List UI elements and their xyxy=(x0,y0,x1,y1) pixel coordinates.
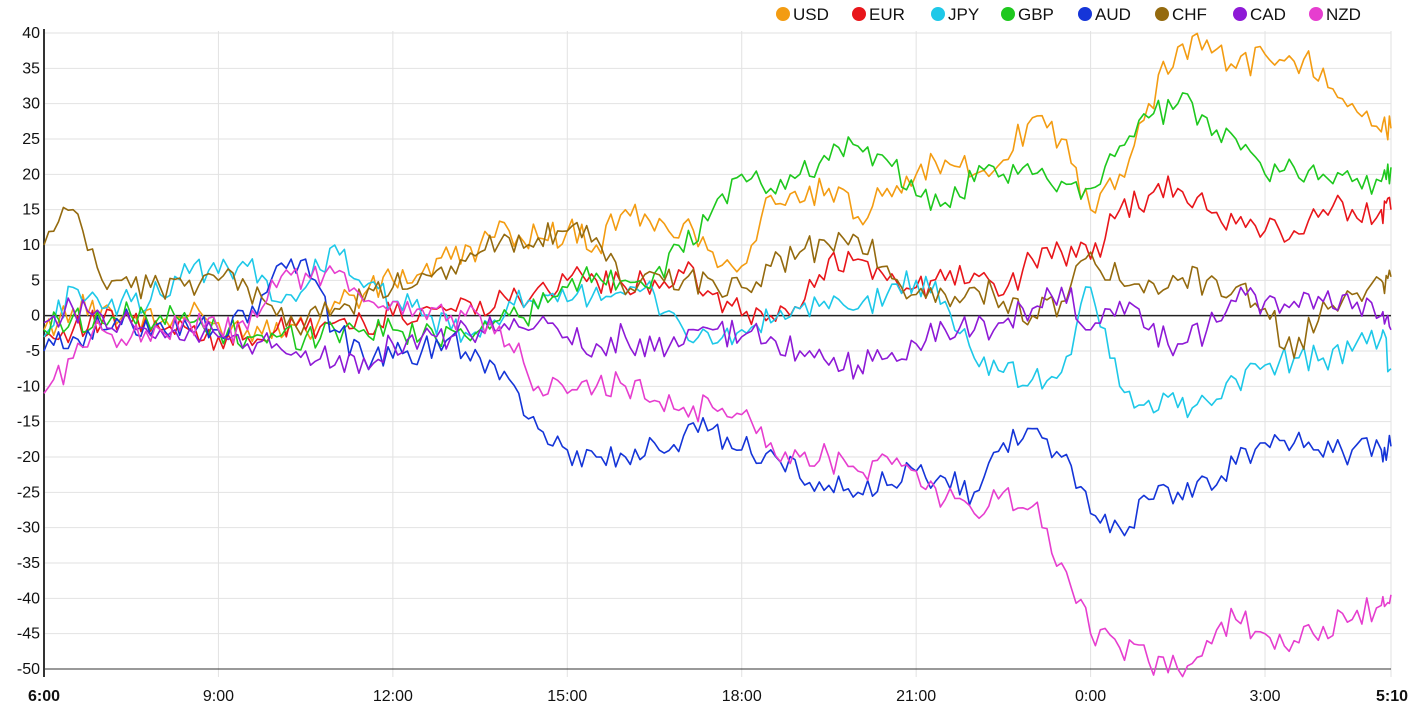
series-line-chf xyxy=(43,206,1392,359)
series-line-cad xyxy=(43,286,1392,380)
y-tick-label: 5 xyxy=(31,272,40,289)
series-line-jpy xyxy=(43,244,1392,419)
series-line-eur xyxy=(43,175,1392,351)
y-tick-label: -40 xyxy=(17,590,40,607)
y-tick-label: 20 xyxy=(22,166,40,183)
y-tick-label: 35 xyxy=(22,60,40,77)
legend-item-nzd: NZD xyxy=(1309,5,1361,24)
y-tick-label: -5 xyxy=(26,343,40,360)
legend-label: USD xyxy=(793,5,829,24)
y-tick-label: 0 xyxy=(31,308,40,325)
legend-label: GBP xyxy=(1018,5,1054,24)
legend-marker xyxy=(852,7,866,21)
x-tick-label: 21:00 xyxy=(896,688,936,705)
x-tick-label: 12:00 xyxy=(373,688,413,705)
y-tick-label: -45 xyxy=(17,626,40,643)
legend-marker xyxy=(1078,7,1092,21)
y-tick-label: -20 xyxy=(17,449,40,466)
series-line-aud xyxy=(43,258,1392,537)
axes xyxy=(43,29,1391,677)
legend-marker xyxy=(776,7,790,21)
x-tick-label: 3:00 xyxy=(1249,688,1280,705)
series-lines xyxy=(43,32,1392,678)
legend-marker xyxy=(1001,7,1015,21)
y-tick-label: 30 xyxy=(22,96,40,113)
x-tick-label: 5:10 xyxy=(1376,688,1408,705)
series-line-usd xyxy=(43,32,1392,343)
legend-label: EUR xyxy=(869,5,905,24)
legend-item-chf: CHF xyxy=(1155,5,1207,24)
y-tick-label: -35 xyxy=(17,555,40,572)
legend-item-aud: AUD xyxy=(1078,5,1131,24)
legend-label: NZD xyxy=(1326,5,1361,24)
x-tick-label: 9:00 xyxy=(203,688,234,705)
y-tick-label: -15 xyxy=(17,414,40,431)
y-tick-label: -10 xyxy=(17,378,40,395)
series-line-gbp xyxy=(43,92,1392,351)
legend: USD EUR JPY GBP AUD CHF CAD NZD xyxy=(776,5,1361,24)
legend-marker xyxy=(1155,7,1169,21)
x-tick-label: 15:00 xyxy=(547,688,587,705)
legend-item-usd: USD xyxy=(776,5,829,24)
legend-label: CHF xyxy=(1172,5,1207,24)
gridlines xyxy=(43,31,1392,677)
x-tick-label: 18:00 xyxy=(722,688,762,705)
x-tick-label: 0:00 xyxy=(1075,688,1106,705)
y-tick-label: 10 xyxy=(22,237,40,254)
y-tick-label: 25 xyxy=(22,131,40,148)
y-tick-label: -30 xyxy=(17,520,40,537)
legend-item-gbp: GBP xyxy=(1001,5,1054,24)
legend-item-cad: CAD xyxy=(1233,5,1286,24)
y-tick-label: -50 xyxy=(17,661,40,678)
legend-item-jpy: JPY xyxy=(931,5,979,24)
legend-marker xyxy=(1309,7,1323,21)
y-tick-label: 40 xyxy=(22,25,40,42)
y-tick-label: 15 xyxy=(22,202,40,219)
y-tick-labels: 40 35 30 25 20 15 10 5 0 -5 -10 -15 -20 -25 -30 -35 -40 -… xyxy=(17,25,40,678)
legend-marker xyxy=(931,7,945,21)
y-tick-label: -25 xyxy=(17,484,40,501)
legend-marker xyxy=(1233,7,1247,21)
legend-item-eur: EUR xyxy=(852,5,905,24)
series-line-nzd xyxy=(43,265,1392,678)
legend-label: JPY xyxy=(948,5,979,24)
legend-label: AUD xyxy=(1095,5,1131,24)
legend-label: CAD xyxy=(1250,5,1286,24)
x-tick-label: 6:00 xyxy=(28,688,60,705)
x-tick-labels: 6:00 9:00 12:00 15:00 18:00 21:00 0:00 3:00 5:10 xyxy=(28,688,1408,705)
